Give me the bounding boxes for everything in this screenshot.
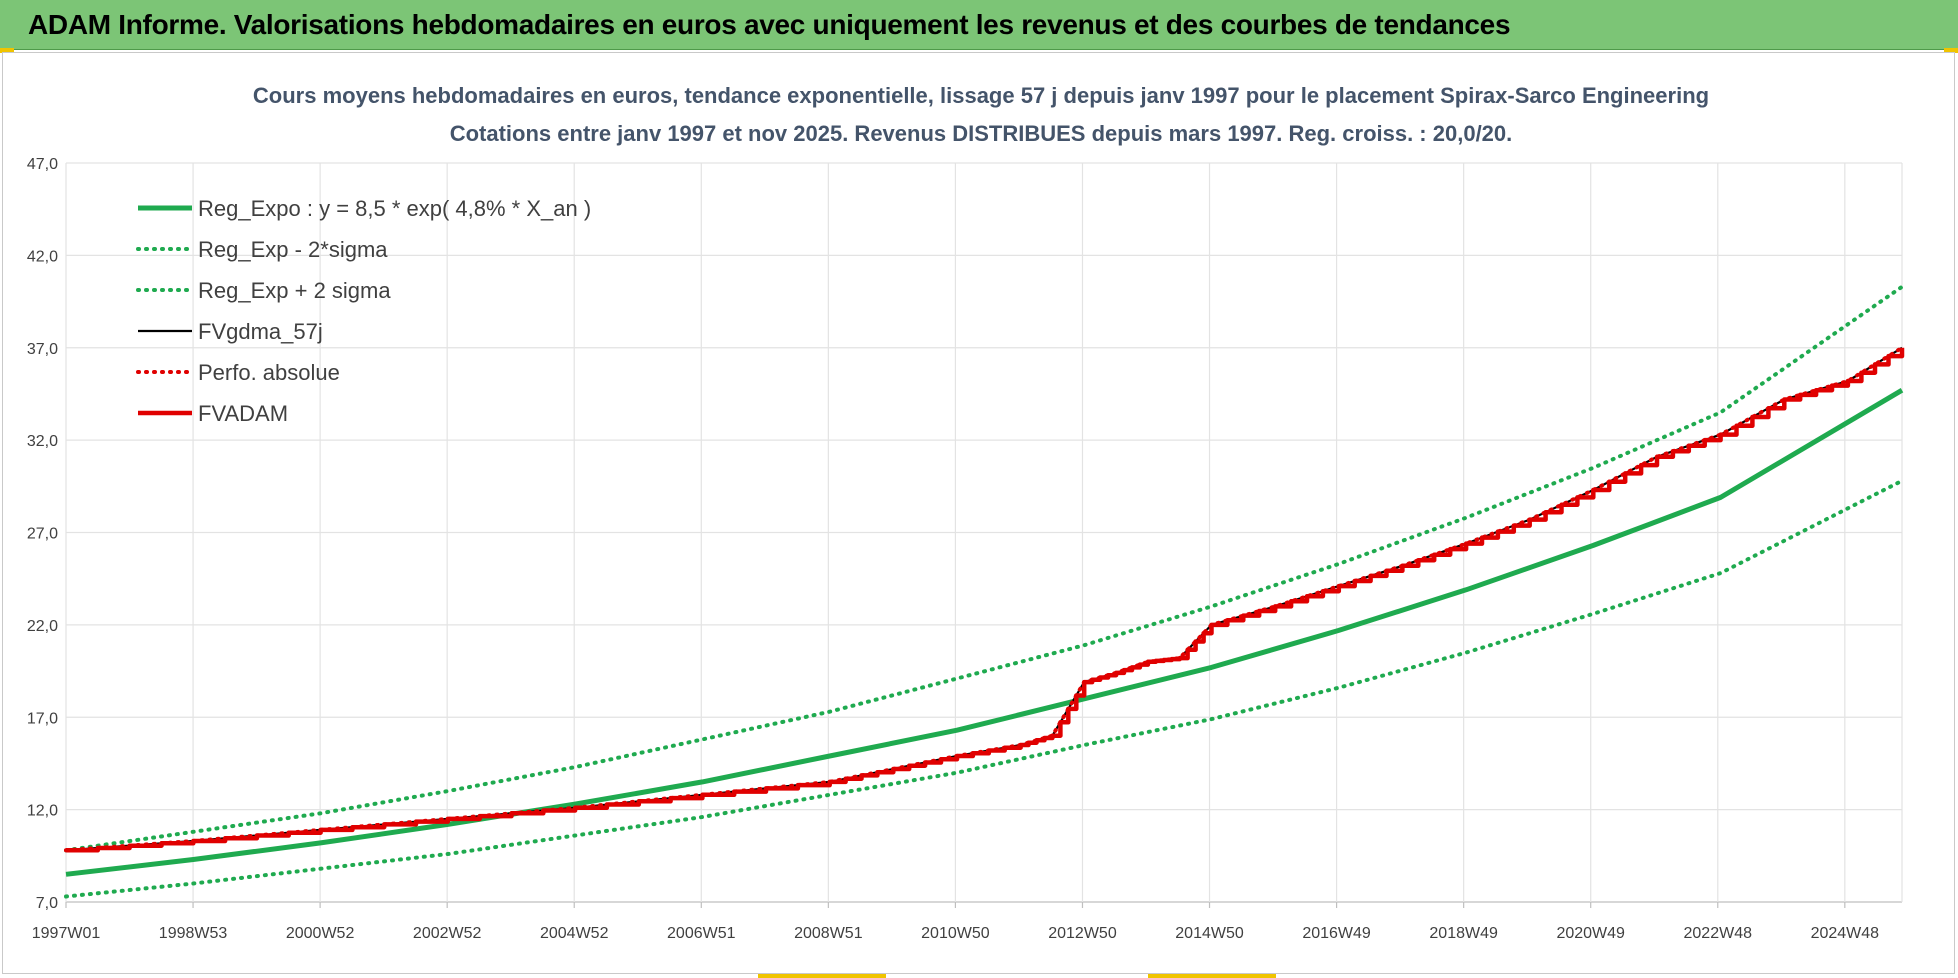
y-tick-label: 17,0 xyxy=(27,710,58,727)
x-tick-label: 2022W48 xyxy=(1684,925,1753,942)
x-tick-label: 2020W49 xyxy=(1556,925,1625,942)
series-line-4 xyxy=(64,345,1904,853)
x-axis-ticks: 1997W01 1998W53 2000W52 2002W52 2004W52 2006W… xyxy=(32,925,1879,942)
grid-lines xyxy=(65,162,1903,908)
bottom-mark-2 xyxy=(1148,974,1276,978)
corner-mark-right xyxy=(1944,48,1958,53)
x-tick-label: 2008W51 xyxy=(794,925,863,942)
x-tick-label: 2012W50 xyxy=(1048,925,1117,942)
legend: Reg_Expo : y = 8,5 * exp( 4,8% * X_an ) R… xyxy=(136,196,591,426)
chart-subtitle: Cotations entre janv 1997 et nov 2025. R… xyxy=(450,121,1513,146)
y-tick-label: 32,0 xyxy=(27,433,58,450)
series-line-0 xyxy=(65,388,1904,877)
series-line-1 xyxy=(64,478,1904,899)
y-tick-label: 42,0 xyxy=(27,248,58,265)
series-line-5 xyxy=(66,347,1905,853)
y-axis-ticks: 7,0 12,0 17,0 22,0 27,0 32,0 37,0 42,0 47,0 xyxy=(27,156,58,912)
x-tick-label: 2004W52 xyxy=(540,925,609,942)
x-tick-label: 2010W50 xyxy=(921,925,990,942)
x-tick-label: 2014W50 xyxy=(1175,925,1244,942)
chart-title: Cours moyens hebdomadaires en euros, ten… xyxy=(253,83,1709,108)
plot-area xyxy=(64,284,1905,899)
chart-frame xyxy=(2,52,1955,974)
x-tick-label: 2006W51 xyxy=(667,925,736,942)
x-tick-label: 2000W52 xyxy=(286,925,355,942)
x-tick-label: 2018W49 xyxy=(1429,925,1498,942)
corner-mark-left xyxy=(0,48,14,53)
x-tick-label: 2024W48 xyxy=(1811,925,1880,942)
y-tick-label: 27,0 xyxy=(27,526,58,543)
legend-label: FVADAM xyxy=(198,401,288,426)
legend-label: Reg_Expo : y = 8,5 * exp( 4,8% * X_an ) xyxy=(198,196,591,221)
report-banner: ADAM Informe. Valorisations hebdomadaire… xyxy=(0,0,1958,50)
y-tick-label: 37,0 xyxy=(27,341,58,358)
x-tick-label: 2016W49 xyxy=(1302,925,1371,942)
legend-label: Perfo. absolue xyxy=(198,360,340,385)
x-tick-label: 2002W52 xyxy=(413,925,482,942)
banner-title: ADAM Informe. Valorisations hebdomadaire… xyxy=(28,9,1511,40)
y-tick-label: 7,0 xyxy=(36,895,58,912)
x-tick-label: 1997W01 xyxy=(32,925,101,942)
bottom-mark-1 xyxy=(758,974,886,978)
series-line-3 xyxy=(65,346,1903,852)
y-tick-label: 47,0 xyxy=(27,156,58,173)
x-tick-label: 1998W53 xyxy=(159,925,228,942)
legend-label: Reg_Exp - 2*sigma xyxy=(198,237,388,262)
legend-label: Reg_Exp + 2 sigma xyxy=(198,278,391,303)
y-tick-label: 12,0 xyxy=(27,803,58,820)
y-tick-label: 22,0 xyxy=(27,618,58,635)
legend-label: FVgdma_57j xyxy=(198,319,323,344)
